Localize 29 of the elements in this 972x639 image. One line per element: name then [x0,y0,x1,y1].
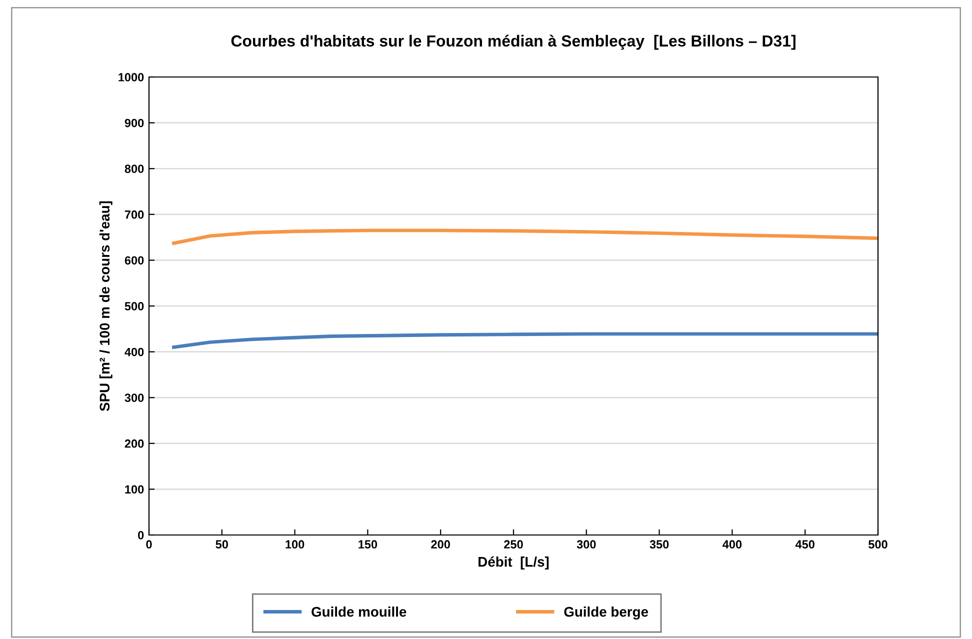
y-tick-label: 400 [124,348,144,356]
x-tick-label: 150 [358,540,378,549]
x-tick-label: 400 [722,540,742,549]
x-axis-title: Débit [L/s] [478,556,549,570]
y-tick-label: 700 [124,210,144,219]
x-tick-label: 250 [504,540,523,549]
y-tick-label: 200 [124,439,144,448]
y-tick-label: 1000 [118,73,144,82]
y-tick-label: 100 [125,485,144,494]
x-tick-label: 50 [216,540,228,549]
x-tick-label: 0 [146,540,152,549]
y-tick-label: 300 [124,394,144,402]
legend-label: Guilde berge [564,606,648,620]
y-tick-label: 500 [124,302,144,310]
x-tick-label: 500 [868,540,888,549]
y-tick-label: 0 [138,531,144,540]
x-tick-label: 200 [431,540,450,549]
line-series [172,228,878,245]
y-tick-label: 800 [124,164,144,173]
legend-label: Guilde mouille [312,606,406,617]
y-tick-label: 600 [124,256,144,265]
x-tick-label: 100 [286,540,304,549]
x-tick-label: 450 [795,540,814,549]
y-tick-label: 900 [124,118,144,128]
chart-title: Courbes d'habitats sur le Fouzon médian à Sembleçay [Les Billons – D31] [231,34,796,50]
x-tick-label: 300 [576,540,596,549]
line-series [172,332,878,349]
x-tick-label: 350 [650,540,669,549]
y-axis-title: SPU [m² / 100 m de cours d'eau] [99,201,112,412]
